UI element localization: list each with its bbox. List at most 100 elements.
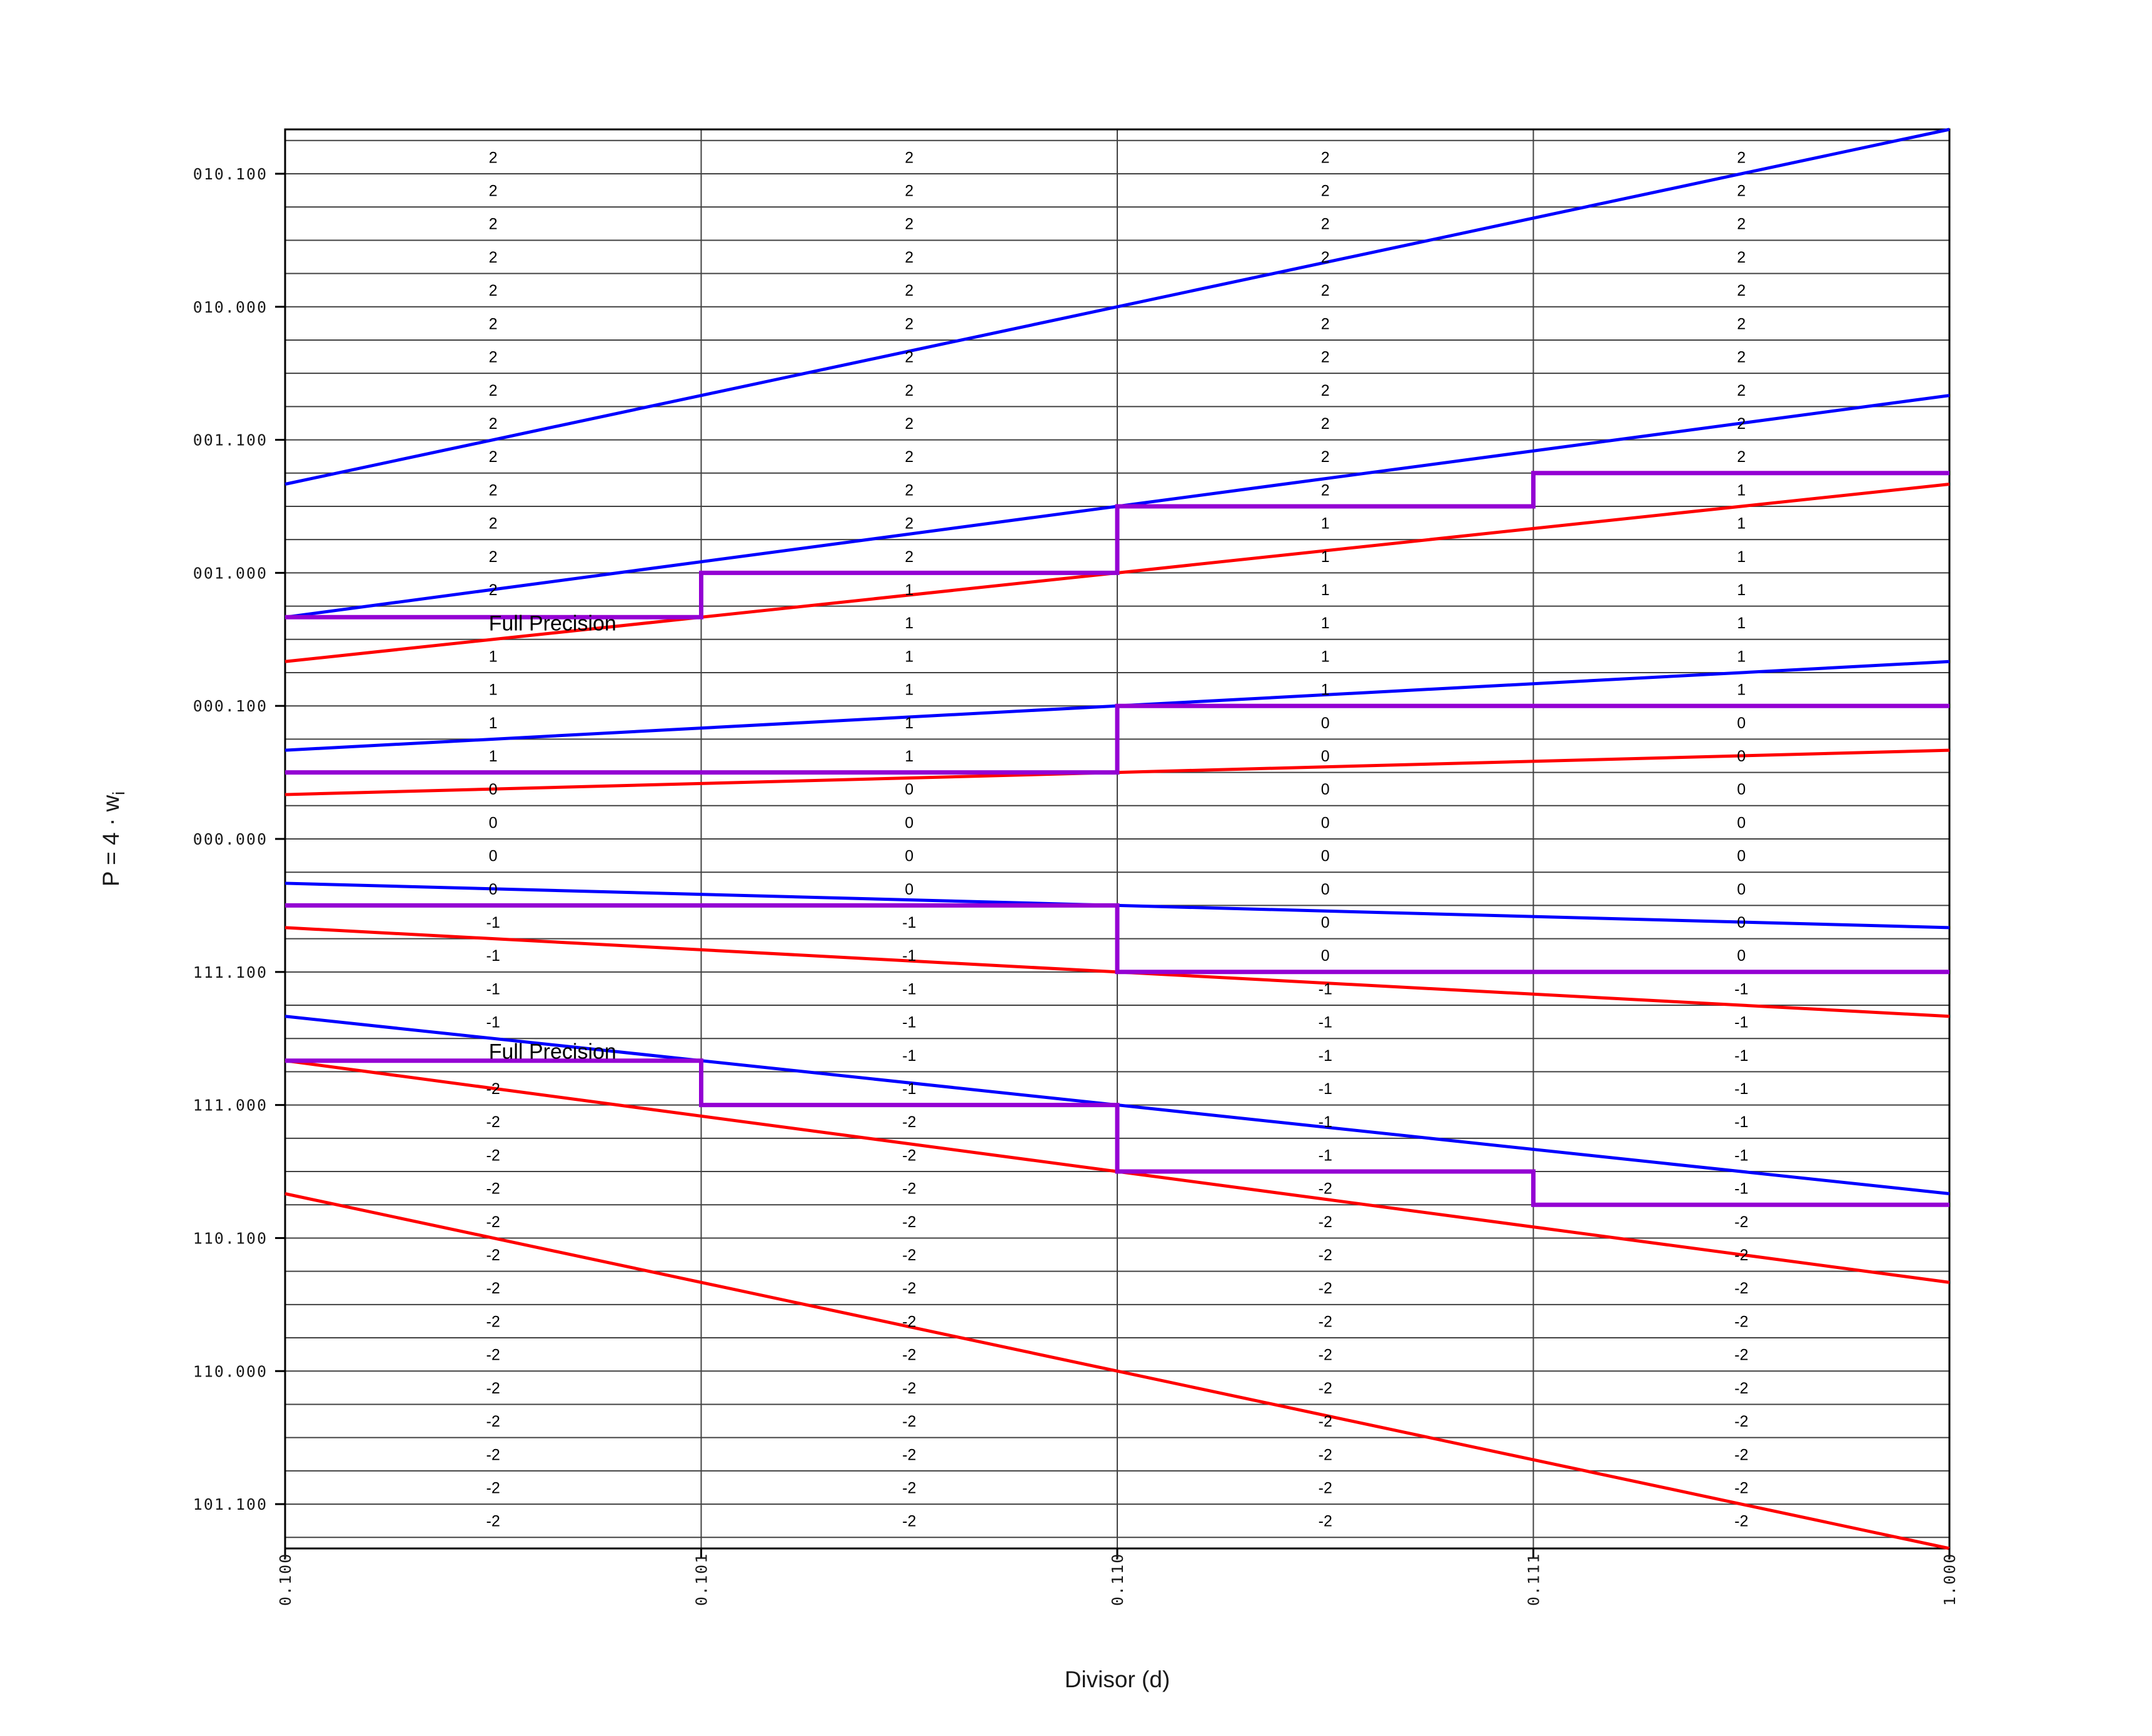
- quotient-digit-cell: 0: [489, 881, 498, 898]
- quotient-digit-cell: -1: [902, 947, 916, 965]
- quotient-digit-cell: -2: [1319, 1413, 1332, 1430]
- quotient-digit-cell: -1: [486, 947, 500, 965]
- quotient-digit-cell: 2: [489, 315, 498, 333]
- upper-bound-digit-2-line: [284, 128, 1950, 486]
- quotient-digit-cell: -1: [902, 1047, 916, 1065]
- threshold-m2-staircase: [285, 471, 1949, 620]
- y-tick-label: 010.100: [193, 165, 268, 183]
- quotient-digit-cell: -2: [486, 1413, 500, 1430]
- quotient-digit-cell: 2: [1321, 415, 1330, 433]
- quotient-digit-cell: 2: [905, 216, 913, 233]
- quotient-digit-cell: 2: [1737, 282, 1746, 299]
- quotient-digit-cell: -1: [902, 1014, 916, 1031]
- threshold-m1-staircase: [285, 703, 1949, 775]
- quotient-digit-cell: 0: [1321, 947, 1330, 965]
- quotient-digit-cell: -2: [902, 1479, 916, 1497]
- y-tick-label: 110.000: [193, 1362, 268, 1380]
- quotient-digit-cell: -1: [902, 980, 916, 998]
- quotient-digit-cell: 2: [905, 349, 913, 366]
- quotient-digit-cell: -2: [486, 1113, 500, 1131]
- threshold-m-1-staircase: [285, 1058, 1949, 1207]
- quotient-digit-cell: -2: [486, 1347, 500, 1364]
- quotient-digit-cell: -2: [1734, 1380, 1748, 1397]
- quotient-digit-cell: 2: [1321, 216, 1330, 233]
- quotient-digit-cell: 2: [489, 216, 498, 233]
- quotient-digit-cell: -2: [1319, 1180, 1332, 1198]
- quotient-digit-cell: 1: [905, 615, 913, 632]
- quotient-digit-cell: -2: [1319, 1347, 1332, 1364]
- quotient-digit-cell: 0: [1321, 848, 1330, 865]
- quotient-digit-cell: 2: [905, 548, 913, 566]
- quotient-digit-cell: 1: [905, 648, 913, 665]
- full-precision-annotation: Full Precision: [489, 1040, 616, 1064]
- quotient-digit-cell: 0: [905, 881, 913, 898]
- quotient-digit-cell: 0: [1737, 881, 1746, 898]
- quotient-digit-cell: -1: [486, 914, 500, 931]
- y-tick-label: 001.000: [193, 564, 268, 582]
- y-tick-label: 000.000: [193, 830, 268, 848]
- quotient-digit-cell: 2: [1321, 481, 1330, 499]
- quotient-digit-cell: -2: [1734, 1280, 1748, 1297]
- quotient-digit-cell: 2: [1737, 249, 1746, 266]
- y-tick-label: 111.000: [193, 1096, 268, 1115]
- quotient-digit-cell: -1: [1734, 1113, 1748, 1131]
- quotient-digit-cell: 0: [1737, 715, 1746, 732]
- quotient-digit-cell: -2: [902, 1146, 916, 1164]
- quotient-digit-cell: -2: [486, 1513, 500, 1530]
- quotient-digit-cell: 2: [905, 515, 913, 533]
- quotient-digit-cell: 1: [1321, 515, 1330, 533]
- quotient-digit-cell: -2: [1319, 1247, 1332, 1264]
- quotient-digit-cell: -1: [1734, 1180, 1748, 1198]
- quotient-digit-cell: 0: [1737, 947, 1746, 965]
- quotient-digit-cell: -2: [1319, 1513, 1332, 1530]
- full-precision-annotation: Full Precision: [489, 611, 616, 635]
- quotient-digit-cell: -2: [486, 1380, 500, 1397]
- y-axis-title-main: P = 4 · w: [98, 795, 124, 887]
- quotient-digit-cell: 0: [1737, 748, 1746, 765]
- x-tick-label: 1.000: [1941, 1553, 1959, 1606]
- quotient-digit-cell: -1: [1734, 1146, 1748, 1164]
- quotient-digit-cell: 2: [905, 249, 913, 266]
- quotient-digit-cell: -2: [902, 1513, 916, 1530]
- quotient-digit-cell: -2: [902, 1247, 916, 1264]
- quotient-digit-cell: 0: [1737, 814, 1746, 831]
- quotient-digit-cell: -1: [1319, 1014, 1332, 1031]
- quotient-digit-cell: -2: [486, 1446, 500, 1463]
- threshold-m0-staircase: [285, 903, 1949, 975]
- quotient-digit-cell: 0: [905, 814, 913, 831]
- quotient-digit-cell: 0: [1321, 914, 1330, 931]
- quotient-digit-cell: 2: [489, 349, 498, 366]
- quotient-digit-cell: 2: [489, 581, 498, 599]
- quotient-digit-cell: -1: [486, 980, 500, 998]
- quotient-digit-cell: 2: [1321, 315, 1330, 333]
- quotient-digit-cell: 0: [1321, 781, 1330, 798]
- quotient-digit-cell: 2: [1737, 183, 1746, 200]
- quotient-digit-cell: -1: [902, 1080, 916, 1098]
- quotient-digit-cell: -1: [1319, 1113, 1332, 1131]
- quotient-digit-cell: -2: [1319, 1446, 1332, 1463]
- quotient-digit-cell: -1: [1319, 980, 1332, 998]
- quotient-digit-cell: 1: [905, 748, 913, 765]
- quotient-digit-cell: -2: [902, 1413, 916, 1430]
- quotient-digit-cell: 1: [489, 648, 498, 665]
- quotient-digit-cell: 2: [905, 149, 913, 166]
- quotient-digit-cell: 2: [1737, 315, 1746, 333]
- quotient-digit-cell: 0: [1737, 781, 1746, 798]
- quotient-digit-cell: 2: [489, 149, 498, 166]
- quotient-digit-cell: 0: [1321, 814, 1330, 831]
- quotient-digit-cell: 2: [1321, 349, 1330, 366]
- quotient-digit-cell: -2: [902, 1113, 916, 1131]
- quotient-digit-cell: 2: [489, 249, 498, 266]
- quotient-digit-cell: 2: [489, 515, 498, 533]
- quotient-digit-cell: -2: [1319, 1280, 1332, 1297]
- quotient-digit-cell: 2: [1321, 382, 1330, 399]
- quotient-digit-cell: -2: [902, 1446, 916, 1463]
- quotient-digit-cell: -1: [1734, 980, 1748, 998]
- quotient-digit-cell: -2: [486, 1146, 500, 1164]
- quotient-digit-cell: -2: [486, 1313, 500, 1330]
- y-tick-label: 000.100: [193, 697, 268, 715]
- quotient-digit-cell: 0: [905, 781, 913, 798]
- y-tick-label: 111.100: [193, 963, 268, 981]
- quotient-digit-cell: 2: [905, 183, 913, 200]
